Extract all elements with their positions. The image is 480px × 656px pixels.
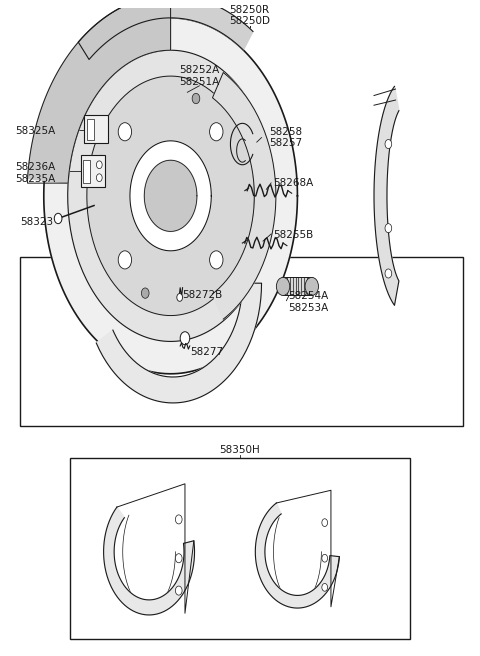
Bar — [84, 159, 90, 183]
Text: 58272B: 58272B — [182, 291, 223, 300]
Polygon shape — [68, 51, 274, 341]
Bar — [87, 119, 94, 140]
Circle shape — [96, 174, 102, 182]
Polygon shape — [104, 507, 194, 615]
Bar — [283, 277, 312, 295]
Bar — [20, 257, 463, 426]
Circle shape — [210, 251, 223, 269]
Text: 58323: 58323 — [20, 216, 53, 227]
Polygon shape — [144, 160, 197, 232]
Text: 58252A
58251A: 58252A 58251A — [179, 66, 219, 87]
Polygon shape — [44, 18, 298, 374]
Text: 58236A
58235A: 58236A 58235A — [15, 163, 56, 184]
Circle shape — [385, 140, 392, 148]
Circle shape — [118, 123, 132, 141]
Bar — [70, 458, 410, 639]
Text: 58277: 58277 — [190, 348, 223, 358]
Circle shape — [322, 554, 327, 562]
Bar — [84, 115, 108, 144]
Polygon shape — [78, 0, 253, 60]
Circle shape — [118, 251, 132, 269]
Circle shape — [175, 586, 182, 595]
Text: 58325A: 58325A — [15, 126, 56, 136]
Circle shape — [175, 515, 182, 524]
Circle shape — [385, 224, 392, 233]
Circle shape — [97, 155, 105, 165]
Text: 58268A: 58268A — [274, 178, 314, 188]
Circle shape — [96, 161, 102, 169]
Polygon shape — [213, 73, 276, 319]
Text: 58255B: 58255B — [274, 230, 314, 239]
Polygon shape — [374, 87, 399, 305]
Circle shape — [54, 213, 62, 224]
Circle shape — [305, 277, 319, 295]
Text: 58350H: 58350H — [220, 445, 260, 455]
Circle shape — [180, 332, 190, 344]
Text: 58254A
58253A: 58254A 58253A — [288, 291, 328, 313]
Text: 58258
58257: 58258 58257 — [269, 127, 302, 148]
Polygon shape — [27, 0, 170, 183]
Polygon shape — [96, 283, 262, 403]
Circle shape — [385, 269, 392, 278]
Circle shape — [177, 293, 182, 301]
Circle shape — [142, 288, 149, 298]
Circle shape — [322, 519, 327, 527]
Bar — [81, 155, 105, 188]
Circle shape — [322, 583, 327, 591]
Circle shape — [210, 123, 223, 141]
Circle shape — [192, 93, 200, 104]
Circle shape — [175, 554, 182, 563]
Text: 58250R
58250D: 58250R 58250D — [229, 5, 270, 26]
Polygon shape — [87, 76, 254, 316]
Circle shape — [276, 277, 290, 295]
Polygon shape — [130, 141, 211, 251]
Polygon shape — [255, 503, 339, 608]
